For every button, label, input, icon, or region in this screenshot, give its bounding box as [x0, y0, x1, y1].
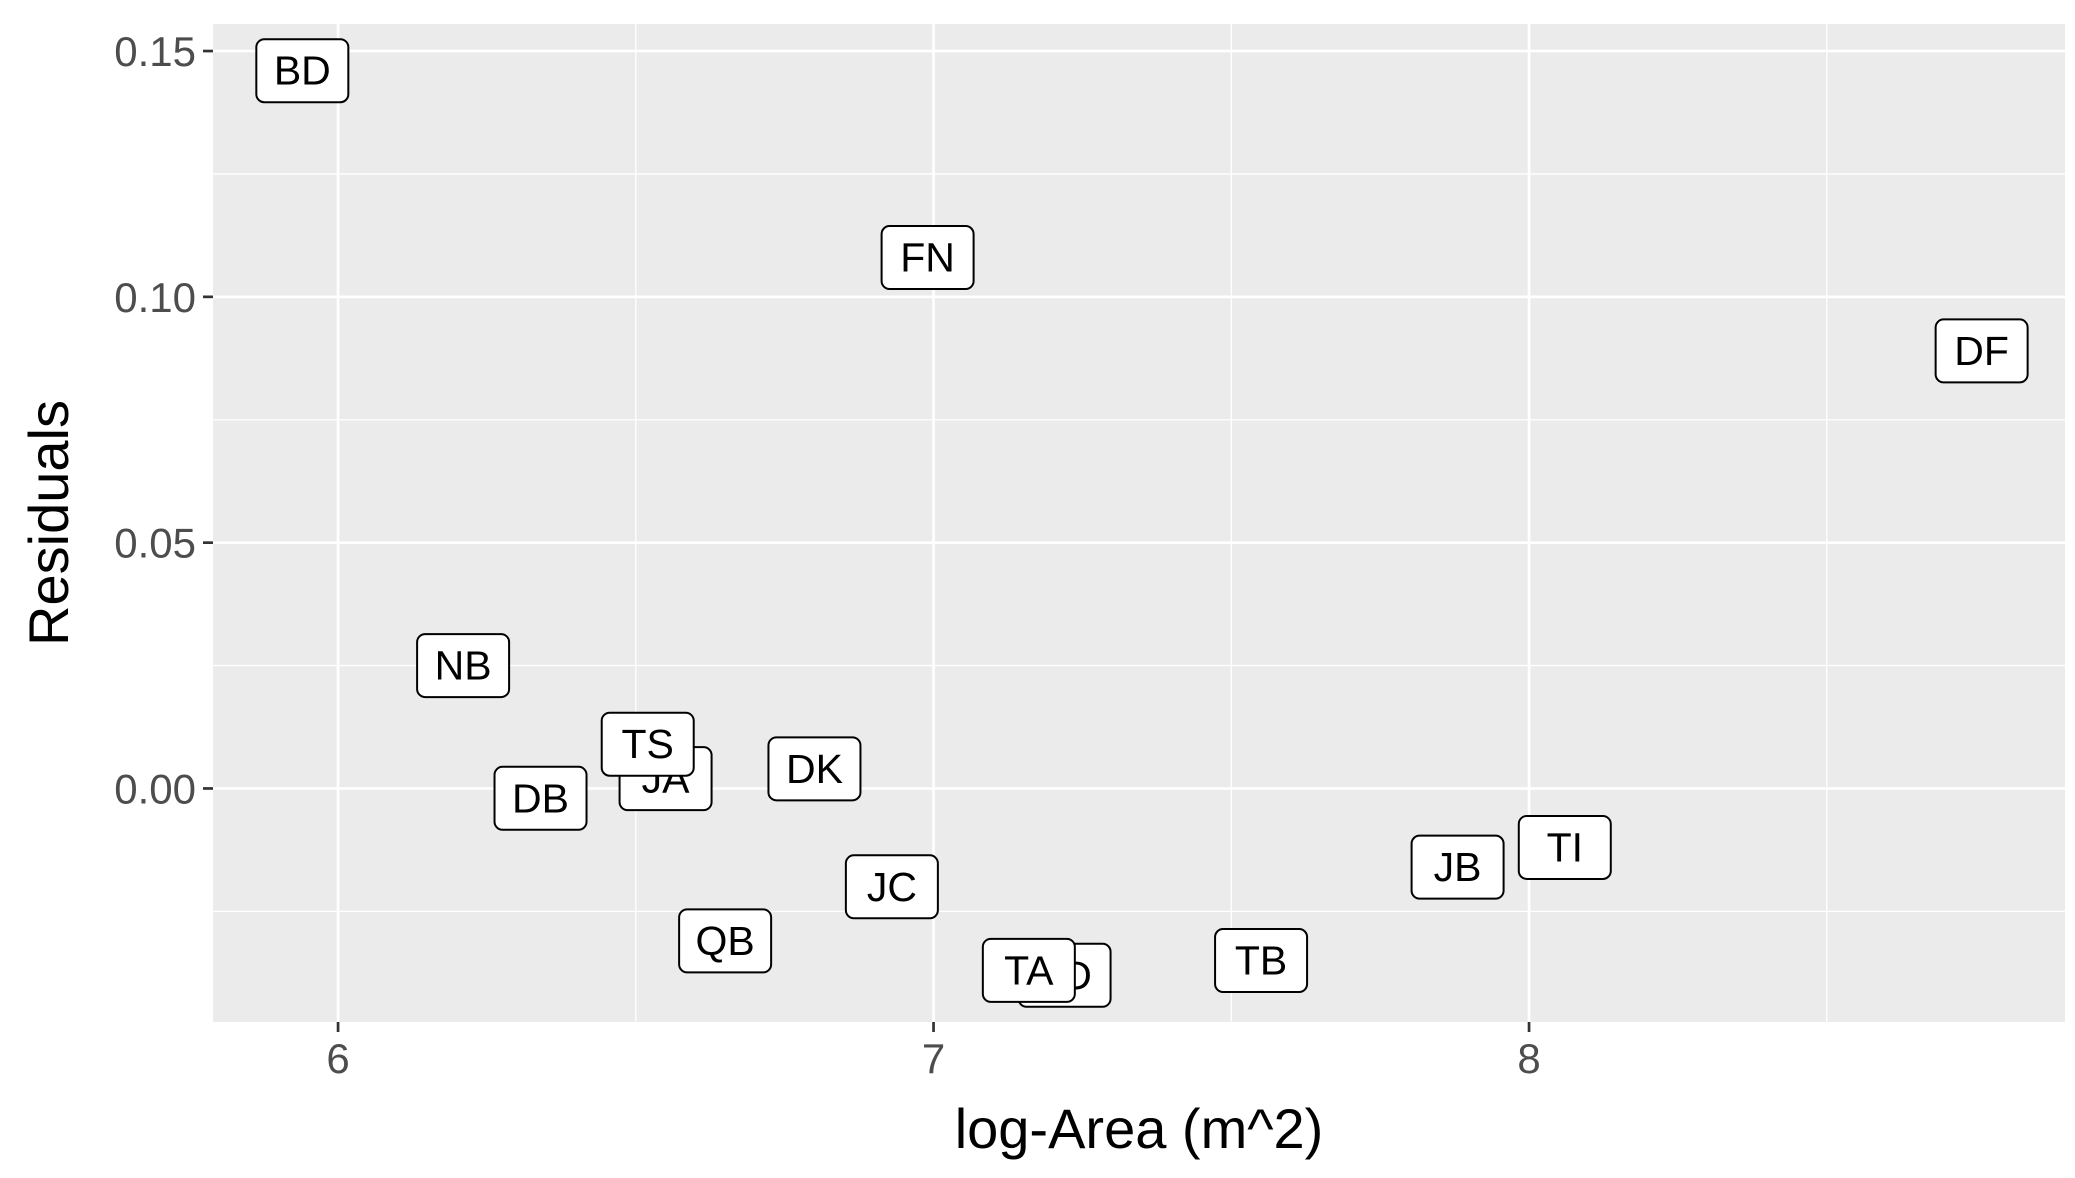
point-label-tb: TB: [1214, 928, 1309, 994]
point-label-text: TI: [1547, 824, 1583, 870]
point-label-text: TB: [1235, 938, 1287, 984]
point-label-jc: JC: [844, 854, 939, 920]
point-label-box: [981, 937, 1076, 1003]
plot-panel: [213, 24, 2065, 1022]
x-axis-title: log-Area (m^2): [955, 1097, 1324, 1160]
point-label-box: [255, 38, 350, 104]
y-tick-label: 0.05: [114, 520, 196, 567]
point-label-text: NB: [435, 643, 492, 689]
point-label-box: [1410, 834, 1505, 900]
point-label-text: DK: [786, 746, 843, 792]
point-label-box: [493, 765, 588, 831]
point-label-text: TA: [1004, 947, 1054, 993]
point-label-text: JC: [867, 864, 917, 910]
point-label-box: [767, 736, 862, 802]
point-labels: BDFNDFNBJATSDKDBJCQBTDTATBJBTI: [255, 38, 2029, 1008]
point-label-df: DF: [1934, 318, 2029, 384]
point-label-dk: DK: [767, 736, 862, 802]
y-tick-label: 0.15: [114, 28, 196, 75]
point-label-text: QB: [696, 918, 755, 964]
axis-ticks: [203, 49, 1531, 1032]
x-tick-label: 8: [1517, 1035, 1540, 1082]
point-label-text: TS: [622, 721, 674, 767]
y-tick-label: 0.00: [114, 765, 196, 812]
x-tick-label: 7: [922, 1035, 945, 1082]
point-label-text: JB: [1434, 844, 1482, 890]
point-label-box: [600, 711, 695, 777]
y-axis-title: Residuals: [17, 400, 80, 646]
point-label-nb: NB: [416, 633, 511, 699]
point-label-box: [1934, 318, 2029, 384]
point-label-box: [880, 225, 975, 291]
point-label-box: [1214, 928, 1309, 994]
point-label-text: DF: [1954, 328, 2009, 374]
minor-gridlines: [213, 24, 2065, 1022]
point-label-box: [1517, 814, 1612, 880]
point-label-fn: FN: [880, 225, 975, 291]
axis-tick-labels: 6 7 8 0.00 0.05 0.10 0.15: [114, 28, 1540, 1082]
point-label-box: [844, 854, 939, 920]
point-label-text: DB: [512, 775, 569, 821]
point-label-bd: BD: [255, 38, 350, 104]
point-label-text: FN: [900, 235, 955, 281]
point-label-box: [416, 633, 511, 699]
point-label-ts: TS: [600, 711, 695, 777]
point-label-ta: TA: [981, 937, 1076, 1003]
point-label-ti: TI: [1517, 814, 1612, 880]
point-label-box: [678, 908, 773, 974]
point-label-db: DB: [493, 765, 588, 831]
point-label-qb: QB: [678, 908, 773, 974]
point-label-jb: JB: [1410, 834, 1505, 900]
y-tick-label: 0.10: [114, 274, 196, 321]
x-tick-label: 6: [326, 1035, 349, 1082]
point-label-text: BD: [274, 48, 331, 94]
